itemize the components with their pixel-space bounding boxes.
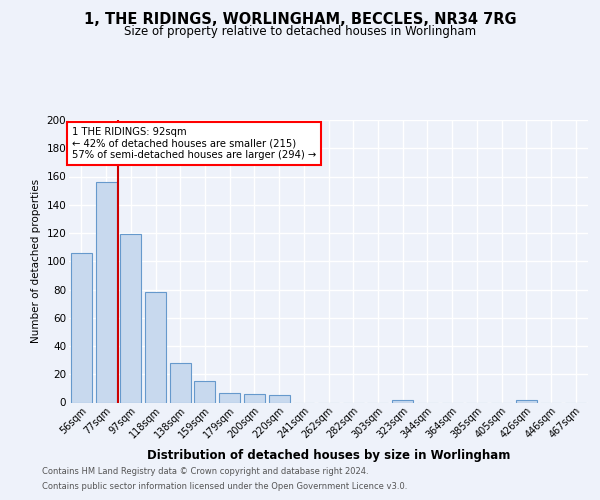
Y-axis label: Number of detached properties: Number of detached properties [31, 179, 41, 344]
Bar [194, 382, 215, 402]
Text: Contains public sector information licensed under the Open Government Licence v3: Contains public sector information licen… [42, 482, 407, 491]
Bar [145, 292, 166, 403]
Bar [392, 400, 413, 402]
Bar [269, 396, 290, 402]
Text: Contains HM Land Registry data © Crown copyright and database right 2024.: Contains HM Land Registry data © Crown c… [42, 467, 368, 476]
Bar [95, 182, 116, 402]
Bar [71, 253, 92, 402]
Bar [219, 392, 240, 402]
Text: 1, THE RIDINGS, WORLINGHAM, BECCLES, NR34 7RG: 1, THE RIDINGS, WORLINGHAM, BECCLES, NR3… [83, 12, 517, 28]
Bar [170, 363, 191, 403]
Bar [244, 394, 265, 402]
Bar [120, 234, 141, 402]
Bar [516, 400, 537, 402]
X-axis label: Distribution of detached houses by size in Worlingham: Distribution of detached houses by size … [147, 448, 510, 462]
Text: 1 THE RIDINGS: 92sqm
← 42% of detached houses are smaller (215)
57% of semi-deta: 1 THE RIDINGS: 92sqm ← 42% of detached h… [71, 127, 316, 160]
Text: Size of property relative to detached houses in Worlingham: Size of property relative to detached ho… [124, 25, 476, 38]
